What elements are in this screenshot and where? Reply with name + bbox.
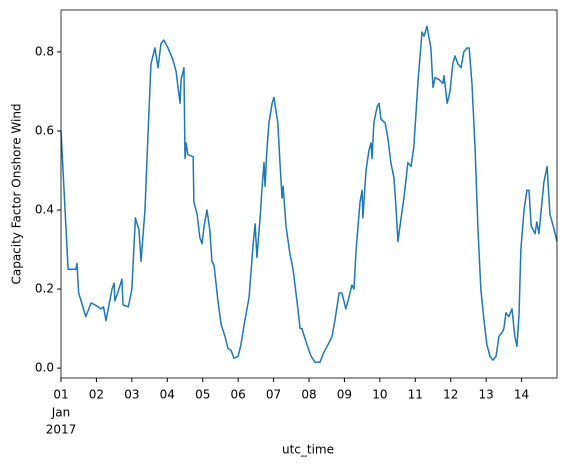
x-tick-label: 04 xyxy=(160,388,175,402)
x-tick-label: 10 xyxy=(372,388,387,402)
x-tick-label: 14 xyxy=(514,388,529,402)
x-tick-label: 07 xyxy=(266,388,281,402)
x-tick-label: 06 xyxy=(231,388,246,402)
x-tick-label: 13 xyxy=(479,388,494,402)
x-tick-label: 08 xyxy=(301,388,316,402)
y-tick-label: 0.6 xyxy=(35,123,54,137)
y-tick-label: 0.8 xyxy=(35,44,54,58)
x-axis-label: utc_time xyxy=(282,443,334,457)
x-tick-label: 02 xyxy=(89,388,104,402)
x-tick-label: 03 xyxy=(124,388,139,402)
data-line xyxy=(60,25,558,363)
x-tick-label: 11 xyxy=(408,388,423,402)
plot-frame xyxy=(60,9,558,379)
x-tick-label: 05 xyxy=(195,388,210,402)
x-tick-sublabel: Jan xyxy=(51,406,71,420)
x-tick-label: 01 xyxy=(53,388,68,402)
y-tick-label: 0.2 xyxy=(35,282,54,296)
y-tick-label: 0.0 xyxy=(35,361,54,375)
x-tick-sublabel: 2017 xyxy=(46,423,77,437)
x-tick-label: 12 xyxy=(443,388,458,402)
y-tick-label: 0.4 xyxy=(35,203,54,217)
y-axis-label: Capacity Factor Onshore Wind xyxy=(10,103,24,284)
x-tick-label: 09 xyxy=(337,388,352,402)
